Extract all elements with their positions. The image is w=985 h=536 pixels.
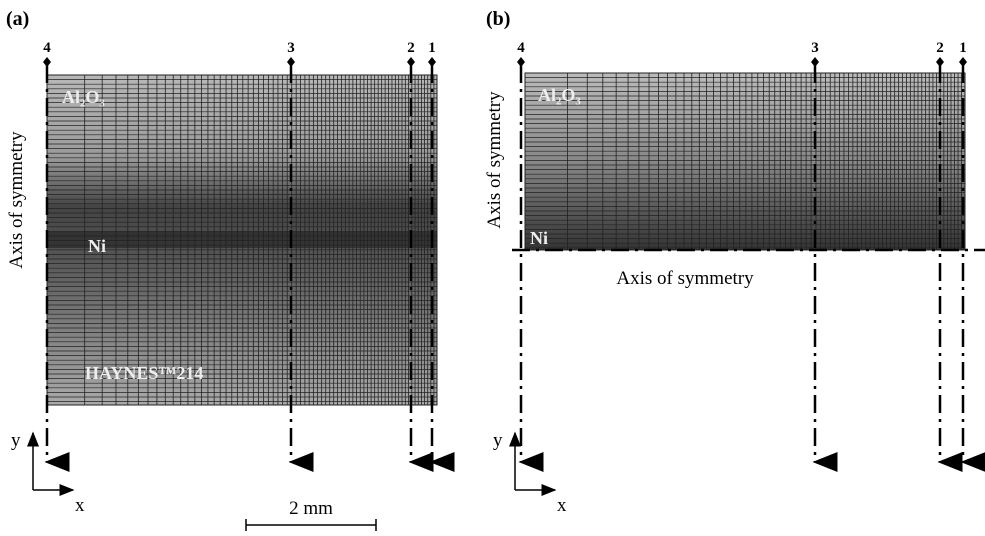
y-label: y bbox=[493, 430, 503, 451]
scale-bar bbox=[245, 519, 377, 531]
line-number: 3 bbox=[811, 40, 819, 56]
line-number: 2 bbox=[936, 40, 944, 56]
line-number: 4 bbox=[517, 40, 525, 56]
line-number: 1 bbox=[959, 40, 967, 56]
diamond bbox=[43, 57, 51, 67]
line-number: 1 bbox=[428, 40, 436, 56]
material-label: Al₂O₃ bbox=[62, 87, 105, 107]
line-number: 2 bbox=[407, 40, 415, 56]
diamond bbox=[428, 57, 436, 67]
diamond bbox=[811, 57, 819, 67]
diamond bbox=[407, 57, 415, 67]
material-label: HAYNES™214 bbox=[85, 363, 203, 383]
line-number: 4 bbox=[43, 40, 51, 56]
mesh bbox=[46, 72, 966, 406]
panel-label: (a) bbox=[6, 8, 29, 30]
axis-of-symmetry: Axis of symmetry bbox=[6, 131, 27, 269]
diamond bbox=[936, 57, 944, 67]
diamond bbox=[959, 57, 967, 67]
material-label: Ni bbox=[530, 228, 548, 248]
x-label: x bbox=[75, 495, 85, 516]
line-number: 3 bbox=[287, 40, 295, 56]
material-label: Ni bbox=[88, 236, 106, 256]
axis-of-symmetry: Axis of symmetry bbox=[616, 268, 754, 289]
material-label: Al₂O₃ bbox=[538, 85, 581, 105]
diamond bbox=[287, 57, 295, 67]
ni-layer bbox=[47, 232, 437, 248]
x-label: x bbox=[557, 495, 567, 516]
panel-label: (b) bbox=[486, 8, 510, 30]
diamond bbox=[517, 57, 525, 67]
y-label: y bbox=[11, 430, 21, 451]
axis-of-symmetry: Axis of symmetry bbox=[484, 91, 505, 229]
scale-label: 2 mm bbox=[289, 498, 333, 519]
